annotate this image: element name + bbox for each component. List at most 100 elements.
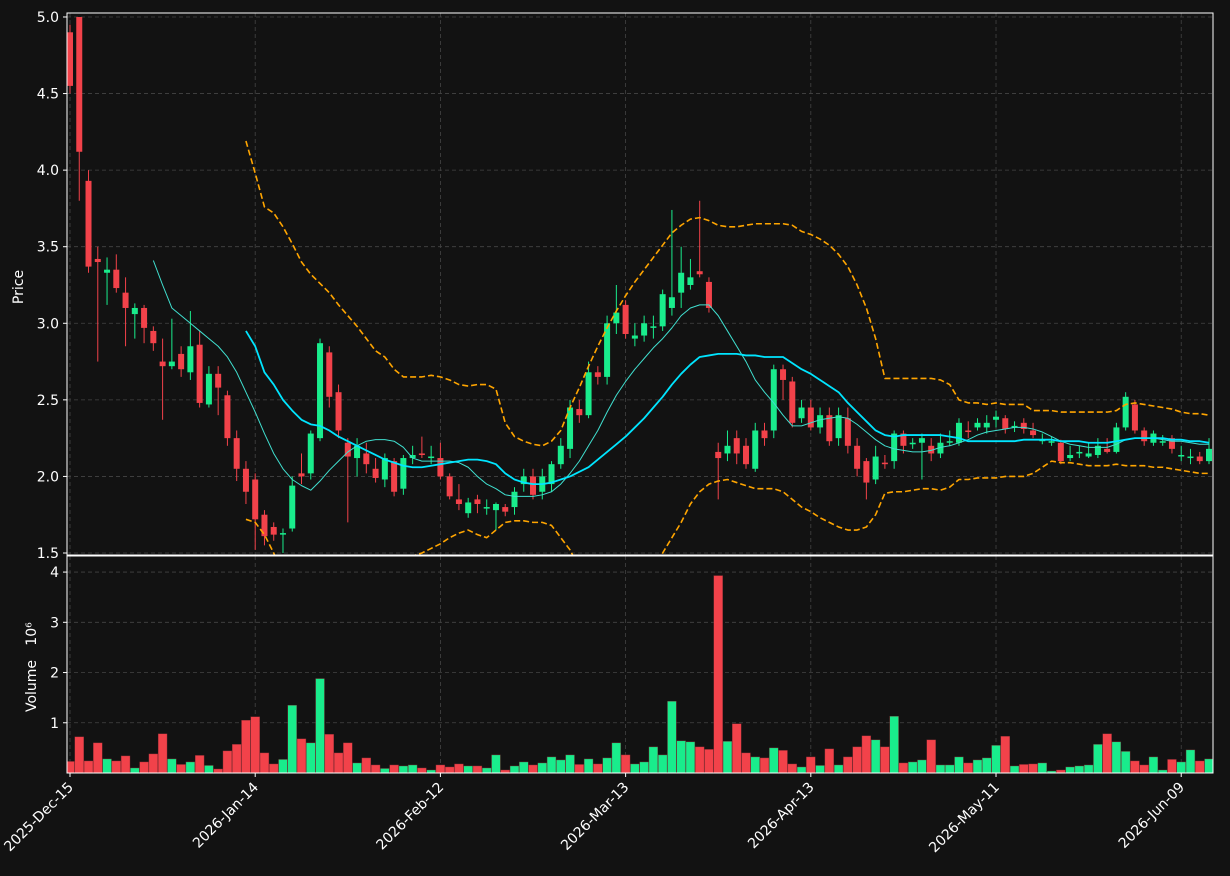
volume-bar	[852, 746, 862, 773]
candle-body	[918, 438, 925, 443]
volume-bar	[491, 754, 501, 773]
volume-bar	[435, 764, 446, 773]
candle-body	[1067, 454, 1074, 459]
candle-body	[1057, 442, 1064, 462]
volume-bar	[574, 764, 584, 773]
candle-body	[400, 458, 407, 489]
volume-bar	[1037, 762, 1047, 773]
volume-bar	[1028, 763, 1038, 773]
volume-bar	[926, 739, 936, 773]
y-tick-label: 2	[50, 666, 59, 682]
candle-body	[650, 326, 657, 328]
volume-bar	[93, 742, 103, 773]
volume-bar	[583, 758, 594, 773]
candle-body	[983, 422, 990, 428]
volume-bar	[1074, 765, 1085, 773]
volume-bar	[528, 764, 538, 773]
volume-bar	[343, 742, 353, 773]
candle-body	[557, 445, 564, 465]
volume-bar	[778, 750, 788, 773]
candle-body	[76, 16, 83, 152]
candle-body	[752, 430, 759, 469]
candle-body	[900, 433, 907, 446]
candle-body	[965, 430, 972, 433]
candle-body	[455, 499, 462, 505]
volume-bar	[1185, 749, 1196, 773]
candle-body	[622, 304, 629, 335]
y-tick-label: 4.0	[37, 163, 59, 179]
candle-body	[613, 312, 620, 324]
candle-body	[215, 373, 222, 388]
candle-body	[1085, 453, 1092, 457]
volume-bar	[380, 768, 390, 773]
candle-body	[233, 438, 240, 469]
volume-bar	[556, 759, 566, 773]
candle-body	[928, 445, 935, 454]
volume-bar	[472, 765, 483, 773]
candle-body	[391, 461, 398, 492]
volume-bar	[954, 756, 964, 773]
candle-body	[715, 451, 722, 459]
volume-bar	[658, 754, 668, 773]
y-tick-label: 4	[50, 565, 59, 581]
volume-bar	[389, 764, 399, 773]
y-axis-label: Volume	[24, 660, 40, 712]
candle-body	[1048, 441, 1055, 443]
candle-body	[1178, 454, 1185, 457]
candle-body	[465, 502, 472, 514]
volume-bar	[648, 746, 659, 773]
candle-body	[298, 473, 305, 477]
candle-body	[1020, 422, 1027, 429]
candle-body	[520, 476, 527, 485]
candle-body	[909, 442, 916, 445]
candle-body	[252, 479, 259, 520]
candle-body	[1168, 438, 1175, 449]
volume-bar	[67, 761, 75, 773]
candle-body	[483, 507, 490, 509]
candle-body	[85, 180, 92, 267]
volume-bar	[454, 763, 464, 773]
candle-body	[946, 441, 953, 443]
volume-bar	[833, 764, 844, 773]
candle-body	[974, 422, 981, 428]
candle-body	[548, 464, 555, 485]
candle-body	[418, 453, 425, 455]
candle-body	[770, 369, 777, 431]
volume-bar	[1139, 764, 1149, 773]
candle-body	[1196, 456, 1203, 462]
candle-body	[1113, 427, 1120, 452]
volume-bar	[157, 733, 168, 773]
volume-bar	[1167, 759, 1177, 773]
volume-bar	[676, 740, 686, 773]
candle-body	[705, 281, 712, 308]
candle-body	[678, 272, 685, 293]
candle-body	[1104, 448, 1111, 452]
indicator-line	[245, 140, 1210, 447]
volume-bar	[991, 745, 1001, 773]
candle-body	[789, 381, 796, 423]
candle-body	[733, 438, 740, 454]
volume-bar	[509, 765, 520, 773]
y-tick-label: 1.5	[37, 546, 59, 562]
candle-body	[881, 462, 888, 465]
candle-body	[178, 353, 185, 370]
volume-bar	[120, 755, 131, 773]
candle-body	[141, 307, 148, 328]
volume-bar	[1083, 764, 1094, 773]
axes-frame	[66, 12, 1214, 556]
volume-bar	[861, 735, 872, 773]
candle-body	[604, 323, 611, 377]
candle-body	[94, 258, 101, 263]
candle-body	[576, 409, 583, 416]
candle-body	[761, 430, 768, 439]
candle-body	[279, 533, 286, 535]
grid-layer	[67, 13, 1213, 773]
volume-bar	[870, 739, 881, 773]
volume-bar	[713, 575, 723, 773]
volume-bar	[130, 767, 140, 773]
volume-bar	[935, 764, 946, 773]
volume-bar	[241, 720, 251, 773]
volume-bar	[769, 747, 779, 773]
